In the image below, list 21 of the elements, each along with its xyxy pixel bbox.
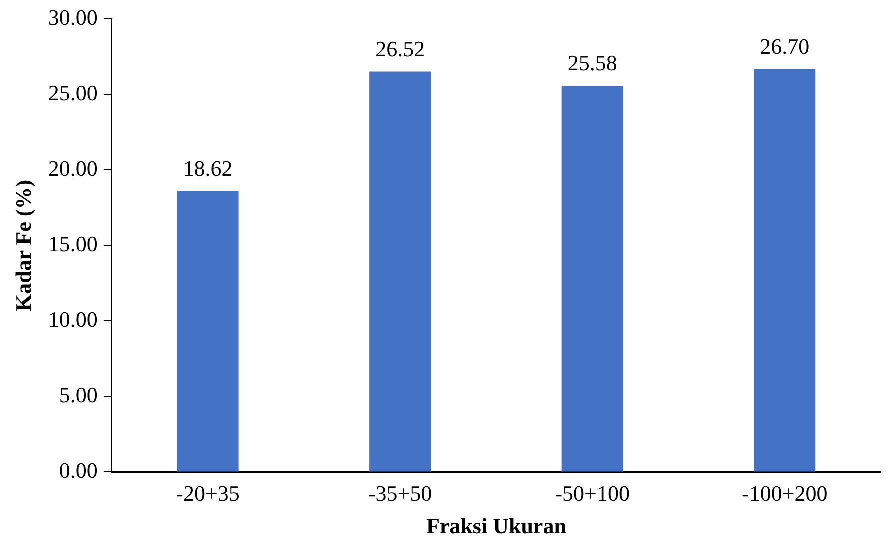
bar — [562, 86, 624, 472]
x-tick-label: -100+200 — [742, 481, 828, 506]
y-tick-label: 10.00 — [48, 306, 98, 332]
x-axis-title: Fraksi Ukuran — [426, 513, 566, 538]
y-tick-label: 30.00 — [48, 4, 98, 30]
x-tick-label: -20+35 — [176, 481, 240, 506]
y-tick-label: 20.00 — [48, 156, 98, 181]
bar — [370, 72, 432, 472]
y-tick-label: 0.00 — [59, 458, 98, 483]
data-label: 26.52 — [376, 36, 426, 62]
data-label: 25.58 — [568, 50, 618, 76]
data-label: 18.62 — [183, 156, 233, 181]
x-tick-label: -35+50 — [368, 481, 432, 506]
x-tick-label: -50+100 — [555, 481, 630, 506]
y-axis-title: Kadar Fe (%) — [10, 180, 36, 312]
data-label: 26.70 — [760, 34, 810, 59]
y-tick-label: 25.00 — [48, 80, 98, 106]
y-tick-label: 5.00 — [59, 382, 98, 408]
y-tick-label: 15.00 — [48, 231, 98, 256]
bar — [177, 191, 239, 472]
bar — [754, 69, 816, 472]
